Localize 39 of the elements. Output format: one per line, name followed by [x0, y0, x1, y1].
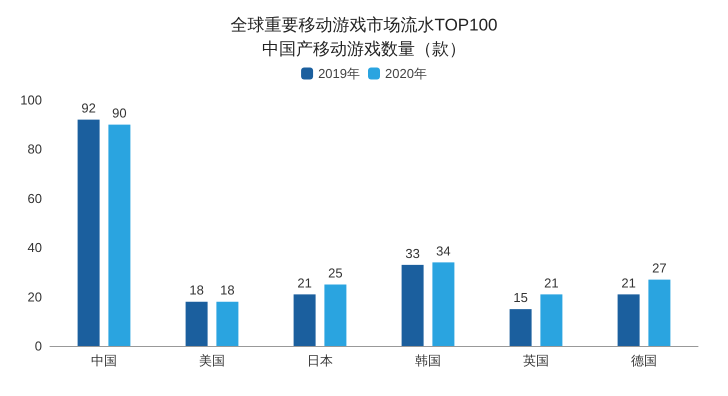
y-tick-label: 100: [20, 92, 42, 108]
legend-label: 2019年: [318, 66, 360, 81]
data-label: 34: [436, 243, 451, 258]
x-tick-label: 中国: [91, 353, 117, 368]
bar: [540, 294, 562, 346]
bar: [216, 302, 238, 346]
y-tick-label: 60: [28, 190, 42, 206]
data-label: 25: [328, 266, 343, 280]
x-tick-label: 韩国: [415, 353, 441, 368]
legend-label: 2020年: [385, 66, 427, 81]
x-tick-label: 日本: [307, 353, 333, 368]
x-tick-label: 德国: [631, 353, 657, 368]
y-tick-label: 0: [34, 338, 42, 354]
chart-title: 全球重要移动游戏市场流水TOP100中国产移动游戏数量（款）: [230, 16, 498, 58]
data-label: 27: [652, 260, 667, 276]
y-tick-label: 80: [28, 142, 42, 157]
data-label: 18: [189, 282, 204, 298]
bar: [186, 302, 208, 346]
x-tick-label: 美国: [199, 353, 225, 368]
y-tick-label: 20: [28, 289, 42, 304]
y-tick-label: 40: [28, 240, 42, 256]
data-label: 21: [621, 275, 636, 290]
bar: [402, 264, 424, 346]
data-label: 21: [544, 275, 559, 290]
bar: [324, 284, 346, 346]
bar: [618, 294, 640, 346]
data-label: 15: [513, 290, 528, 306]
x-tick-label: 英国: [523, 353, 549, 368]
data-label: 21: [297, 275, 312, 290]
data-label: 90: [112, 106, 127, 121]
data-label: 92: [81, 100, 96, 116]
bar: [432, 262, 454, 346]
bar: [510, 309, 532, 346]
bar: [108, 124, 130, 346]
bar: [78, 120, 100, 346]
data-label: 33: [405, 246, 420, 261]
data-label: 18: [220, 282, 235, 298]
bar: [648, 280, 670, 346]
bar: [294, 294, 316, 346]
